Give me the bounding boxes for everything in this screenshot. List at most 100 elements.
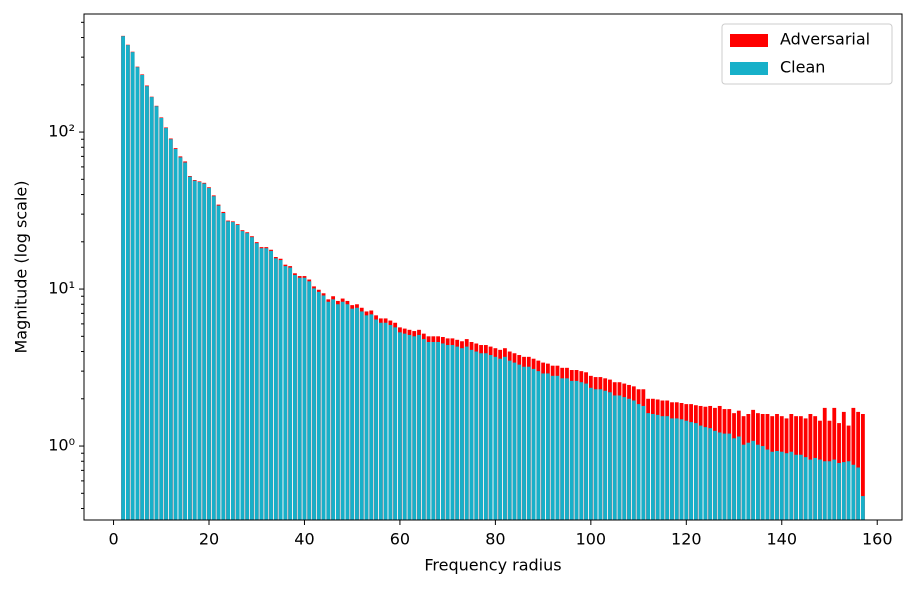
x-tick-label: 60 — [390, 530, 410, 549]
bar — [316, 291, 321, 520]
x-tick-label: 80 — [485, 530, 505, 549]
bar — [655, 414, 660, 520]
bar — [412, 336, 417, 520]
legend: Adversarial Clean — [721, 23, 893, 85]
bar — [340, 301, 345, 520]
bar — [293, 274, 297, 520]
x-tick-label: 40 — [294, 530, 314, 549]
bar — [631, 400, 636, 520]
bar — [727, 433, 732, 520]
bar — [388, 325, 393, 520]
bar — [178, 157, 183, 520]
bar — [192, 180, 197, 520]
bar — [818, 459, 822, 520]
bar — [417, 334, 421, 520]
bar — [550, 375, 555, 520]
bar — [402, 333, 407, 520]
bar — [660, 416, 665, 520]
bar — [259, 248, 264, 520]
bar — [689, 422, 693, 520]
bar — [851, 407, 856, 520]
y-tick-label: 10⁰ — [48, 436, 75, 455]
legend-swatch — [730, 62, 768, 75]
bar — [455, 346, 460, 520]
bar — [803, 457, 808, 520]
bar — [159, 117, 164, 520]
bar — [751, 440, 756, 520]
bar — [841, 462, 846, 520]
bar — [421, 339, 426, 520]
legend-swatch — [730, 34, 768, 47]
bar — [674, 418, 679, 520]
bar — [588, 387, 593, 520]
x-tick-label: 140 — [766, 530, 797, 549]
bar — [526, 366, 531, 520]
bar — [598, 389, 603, 520]
bar — [531, 368, 536, 520]
bar — [326, 301, 331, 520]
bar — [846, 461, 851, 520]
bar — [364, 315, 369, 520]
bar — [512, 362, 517, 520]
bar — [307, 281, 312, 520]
bar — [837, 462, 841, 520]
bar — [221, 213, 226, 521]
legend-label: Adversarial — [780, 30, 870, 49]
bar — [273, 258, 278, 520]
bar — [493, 356, 498, 520]
bar — [183, 162, 188, 520]
bar — [498, 358, 503, 520]
bar — [569, 380, 574, 520]
bar — [359, 311, 364, 520]
bar — [627, 398, 631, 520]
bar — [393, 327, 398, 520]
bar — [507, 360, 512, 520]
legend-label: Clean — [780, 58, 825, 77]
bar — [398, 332, 402, 520]
bar — [612, 395, 617, 520]
bar — [269, 250, 273, 521]
x-tick-label: 0 — [108, 530, 118, 549]
x-axis-label: Frequency radius — [424, 556, 561, 575]
bar — [264, 248, 269, 520]
bar — [579, 382, 584, 520]
bar — [235, 224, 240, 520]
bar — [207, 188, 211, 520]
bar — [469, 349, 474, 520]
bar — [302, 277, 307, 520]
bar — [832, 459, 837, 520]
bar — [374, 319, 378, 520]
bar — [545, 373, 550, 520]
bar — [431, 341, 436, 520]
bar — [775, 450, 779, 520]
bar — [149, 97, 154, 520]
bar — [278, 260, 283, 520]
bar — [474, 351, 479, 520]
bar — [130, 52, 135, 521]
bar — [312, 288, 316, 520]
bar — [331, 299, 336, 520]
y-tick-label: 10² — [48, 122, 75, 141]
bar — [503, 356, 507, 520]
bar — [679, 419, 684, 520]
bar — [827, 461, 832, 520]
bar — [369, 314, 374, 520]
bar — [698, 425, 703, 520]
bar — [250, 237, 254, 520]
bar — [641, 405, 646, 520]
bar — [650, 413, 655, 520]
bar — [860, 413, 865, 520]
bar — [202, 183, 207, 520]
x-tick-label: 100 — [576, 530, 607, 549]
bar — [574, 380, 579, 520]
bar — [755, 444, 760, 520]
bar — [335, 304, 340, 520]
bar — [636, 404, 641, 520]
bar — [713, 430, 717, 520]
bar — [288, 267, 293, 520]
bar — [736, 436, 741, 520]
bar — [226, 221, 231, 520]
bar — [584, 383, 588, 520]
bar — [321, 295, 326, 520]
bar — [440, 343, 445, 520]
